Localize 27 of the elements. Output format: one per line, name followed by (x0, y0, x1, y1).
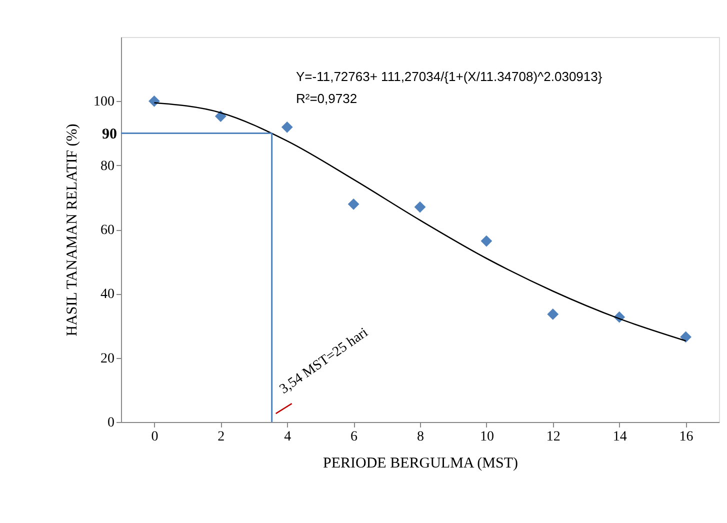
point (348, 198, 360, 210)
y-tick-label: 40 (100, 287, 114, 302)
x-tick-label: 16 (679, 430, 694, 444)
point (547, 308, 559, 320)
x-tick-label: 6 (350, 430, 358, 444)
x-tick-label: 14 (612, 430, 627, 444)
y-axis-title: HASIL TANAMAN RELATIF (%) (64, 124, 80, 336)
y-tick-label: 60 (100, 223, 114, 238)
ref-line-label: 90 (102, 126, 117, 142)
point (480, 235, 492, 247)
y-tick-label: 80 (100, 158, 114, 174)
x-tick-label: 12 (546, 430, 560, 444)
annotation: Y=-11,72763+ 111,27034/{1+(X/11.34708)^2.030913} (296, 69, 603, 84)
y-tick-label: 100 (94, 94, 114, 110)
point (281, 121, 293, 133)
annotation: R²=0,9732 (296, 91, 358, 106)
x-axis-title: PERIODE BERGULMA (MST) (322, 456, 518, 472)
point (414, 201, 426, 213)
x-tick-label: 4 (284, 430, 292, 444)
point (680, 331, 692, 343)
y-tick-label: 0 (108, 416, 114, 430)
point (148, 95, 160, 107)
y-tick-label: 20 (100, 351, 114, 366)
x-tick-label: 10 (480, 430, 494, 444)
x-tick-label: 2 (218, 430, 225, 444)
x-tick-label: 8 (417, 430, 424, 444)
x-tick-label: 0 (151, 430, 158, 444)
